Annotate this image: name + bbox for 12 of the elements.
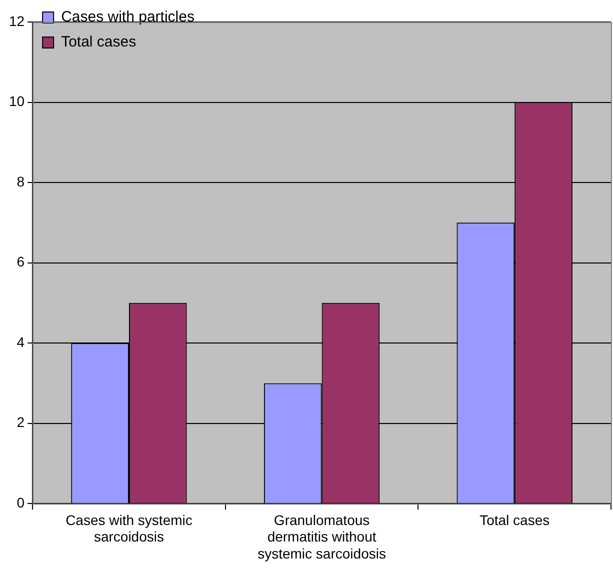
y-tick-label: 10: [8, 93, 25, 110]
y-tick-label: 2: [16, 414, 25, 430]
y-tick-label: 0: [16, 494, 25, 510]
legend-label: Total cases: [61, 34, 136, 51]
y-tick-label: 6: [16, 254, 25, 270]
legend-label: Cases with particles: [61, 8, 194, 26]
x-tick-label: Cases with systemic sarcoidosis: [66, 512, 192, 545]
x-tick-label: Granulomatous dermatitis without systemic sarcoidosis: [258, 512, 386, 562]
x-tick-label: Total cases: [480, 512, 550, 528]
y-tick-label: 4: [16, 334, 25, 350]
y-tick-label: 8: [16, 173, 25, 190]
y-tick-label: 12: [8, 12, 25, 29]
